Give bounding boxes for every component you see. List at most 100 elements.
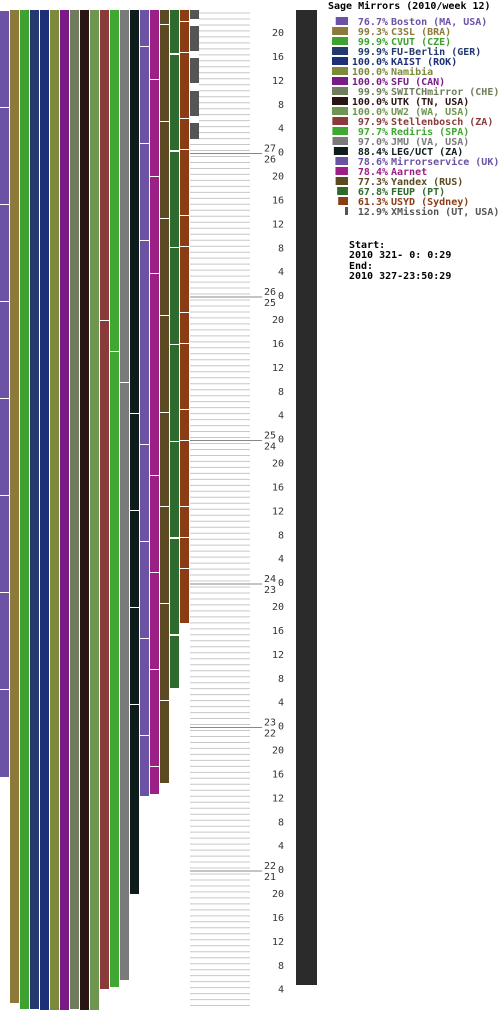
day-label: 22 (264, 729, 276, 740)
legend-percent: 97.0% (358, 137, 388, 148)
hour-tick-label: 16 (272, 913, 284, 924)
legend-swatch (335, 157, 349, 165)
outage-mark (190, 117, 199, 118)
outage-mark (160, 603, 169, 604)
hour-tick-label: 4 (278, 698, 284, 709)
hour-tick-label: 16 (272, 195, 284, 206)
bar-13 (120, 10, 129, 980)
outage-mark (160, 218, 169, 219)
outage-mark (160, 412, 169, 413)
hour-tick-label: 20 (272, 746, 284, 757)
outage-mark (0, 204, 9, 205)
outage-mark (160, 506, 169, 507)
hour-tick-label: 16 (272, 626, 284, 637)
legend-swatch (335, 167, 348, 175)
outage-mark (190, 116, 199, 117)
outage-mark (190, 51, 199, 52)
outage-mark (160, 24, 169, 25)
legend-name: Aarnet (391, 167, 427, 178)
hour-tick-label: 12 (272, 76, 284, 87)
hour-tick-label: 4 (278, 124, 284, 135)
day-label: 23 (264, 585, 276, 596)
legend-percent: 88.4% (358, 147, 388, 158)
time-axis: 2016128402726201612840262520161284025242… (190, 28, 284, 996)
legend-swatch (345, 207, 348, 215)
outage-mark (170, 53, 179, 54)
outage-mark (160, 315, 169, 316)
end-label: End: (349, 261, 373, 272)
hour-tick-label: 0 (278, 578, 284, 589)
legend-percent: 12.9% (358, 207, 388, 218)
legend-swatch (332, 97, 348, 105)
outage-mark (130, 413, 139, 414)
outage-mark (180, 21, 189, 22)
bar-19 (180, 10, 189, 623)
legend-percent: 99.3% (358, 27, 388, 38)
start-label: Start: (349, 240, 385, 251)
legend-name: Mirrorservice (UK) (391, 156, 499, 168)
legend-swatch (332, 107, 348, 115)
legend-name: FEUP (PT) (391, 187, 445, 198)
outage-mark (130, 510, 139, 511)
legend-percent: 99.9% (358, 47, 388, 58)
outage-mark (180, 440, 189, 441)
legend-percent: 100.0% (352, 77, 388, 88)
outage-mark (180, 343, 189, 344)
legend-percent: 76.7% (358, 17, 388, 28)
outage-mark (190, 118, 199, 119)
grid-lines (190, 12, 250, 1006)
day-label: 24 (264, 574, 276, 585)
outage-mark (190, 57, 199, 58)
legend-swatch (332, 67, 348, 75)
legend-name: JMU (VA, USA) (391, 137, 469, 148)
day-label: 27 (264, 144, 276, 155)
outage-mark (190, 23, 199, 24)
hour-tick-label: 8 (278, 387, 284, 398)
outage-mark (190, 24, 199, 25)
legend-percent: 100.0% (352, 107, 388, 118)
outage-mark (160, 700, 169, 701)
outage-mark (190, 22, 199, 23)
hour-tick-label: 8 (278, 243, 284, 254)
outage-mark (150, 766, 159, 767)
outage-mark (190, 25, 199, 26)
bar-11 (100, 10, 109, 989)
legend-swatch (332, 37, 349, 45)
hour-tick-label: 4 (278, 985, 284, 996)
day-label: 26 (264, 155, 276, 166)
bar-12 (110, 10, 119, 987)
bar-4 (30, 10, 39, 1009)
legend-swatch (332, 57, 348, 65)
outage-mark (180, 149, 189, 150)
outage-mark (170, 247, 179, 248)
legend-swatch (332, 77, 348, 85)
outage-mark (190, 84, 199, 85)
legend-name: Rediris (SPA) (391, 126, 469, 138)
outage-mark (170, 538, 179, 539)
hour-tick-label: 12 (272, 650, 284, 661)
legend-percent: 99.9% (358, 87, 388, 98)
outage-mark (150, 475, 159, 476)
hour-tick-label: 8 (278, 961, 284, 972)
day-label: 25 (264, 431, 276, 442)
outage-mark (190, 120, 199, 121)
outage-mark (170, 344, 179, 345)
outage-mark (130, 607, 139, 608)
outage-mark (140, 638, 149, 639)
hour-tick-label: 0 (278, 148, 284, 159)
outage-mark (190, 89, 199, 90)
outage-mark (180, 409, 189, 410)
legend-name: Namibia (391, 66, 433, 78)
hour-tick-label: 0 (278, 722, 284, 733)
outage-mark (140, 240, 149, 241)
hour-tick-label: 4 (278, 267, 284, 278)
bar-14 (130, 10, 139, 894)
bar-15 (140, 10, 149, 796)
hour-tick-label: 0 (278, 291, 284, 302)
outage-mark (140, 541, 149, 542)
outage-mark (170, 634, 179, 635)
bar-8 (70, 10, 79, 1009)
bar-5 (40, 10, 49, 1010)
day-label: 25 (264, 298, 276, 309)
